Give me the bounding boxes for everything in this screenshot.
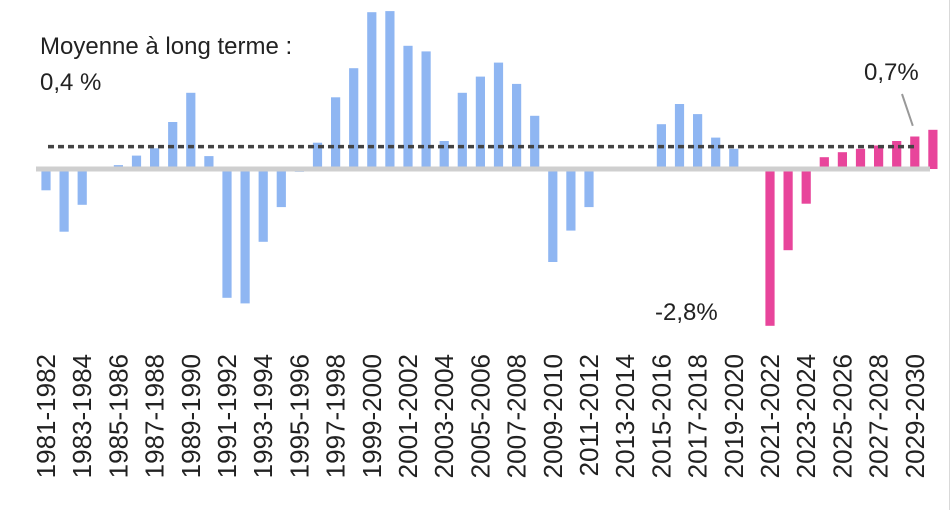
bar-1989: [186, 92, 196, 169]
x-tick-label: 1991-1992: [212, 354, 242, 478]
x-tick-label: 1999-2000: [357, 354, 387, 478]
x-tick-label: 2015-2016: [646, 354, 676, 478]
average-label-line1: Moyenne à long terme :: [40, 33, 292, 60]
x-tick-label: 2013-2014: [610, 354, 640, 478]
bar-1981: [41, 169, 51, 191]
bar-1992: [240, 169, 250, 304]
bar-1993: [258, 169, 268, 242]
x-tick-label: 1981-1982: [31, 354, 61, 478]
bar-2025: [837, 152, 847, 169]
bar-2006: [493, 62, 504, 169]
x-tick-label: 2029-2030: [900, 354, 930, 478]
x-tick-label: 1993-1994: [248, 354, 278, 478]
bar-2001: [403, 45, 413, 169]
bar-1987: [150, 148, 160, 169]
x-tick-label: 2001-2002: [393, 354, 423, 478]
bar-1986: [131, 155, 142, 169]
bar-2003: [439, 141, 449, 169]
x-tick-label: 2021-2022: [755, 354, 785, 478]
x-tick-label: 2017-2018: [683, 354, 713, 478]
bar-2021: [765, 169, 775, 326]
x-tick-label: 2023-2024: [791, 354, 821, 478]
bar-2004: [457, 92, 467, 169]
bar-1999: [367, 12, 377, 170]
bar-2017: [693, 114, 703, 169]
bar-1982: [59, 169, 69, 232]
bar-1991: [222, 169, 232, 298]
x-tick-label: 1995-1996: [284, 354, 314, 478]
bar-2018: [711, 137, 721, 169]
bar-2028: [892, 141, 902, 169]
x-tick-label: 2003-2004: [429, 354, 459, 478]
annotation-last-value: 0,7%: [864, 59, 919, 86]
x-tick-label: 2009-2010: [538, 354, 568, 478]
x-tick-label: 2025-2026: [827, 354, 857, 478]
x-tick-label: 1989-1990: [176, 354, 206, 478]
bar-2030: [928, 129, 938, 169]
annotation-leader-line: [901, 93, 914, 127]
bars-group: [41, 11, 938, 326]
bar-1997: [331, 97, 341, 169]
bar-2029: [910, 136, 920, 169]
bar-2019: [729, 148, 739, 169]
x-tick-label: 1987-1988: [140, 354, 170, 478]
x-tick-label: 2027-2028: [864, 354, 894, 478]
average-label-line2: 0,4 %: [40, 69, 101, 96]
bar-2016: [674, 104, 685, 169]
bar-1990: [204, 156, 214, 169]
bar-1998: [349, 68, 359, 169]
bar-2002: [421, 51, 431, 169]
bar-2023: [801, 169, 811, 204]
x-tick-label: 2011-2012: [574, 354, 604, 476]
bar-2011: [584, 169, 594, 208]
x-tick-label: 1985-1986: [103, 354, 133, 478]
bar-2022: [783, 169, 793, 251]
x-tick-label: 2005-2006: [465, 354, 495, 478]
x-tick-label: 1997-1998: [321, 354, 351, 478]
bar-2008: [530, 115, 540, 169]
bar-1994: [276, 169, 286, 208]
bar-1983: [77, 169, 87, 205]
x-tick-label: 1983-1984: [67, 354, 97, 478]
x-tick-labels: 1981-1982 1983-1984 1985-1986 1987-1988 1989…: [31, 354, 930, 478]
bar-2009: [548, 169, 558, 262]
bar-2027: [874, 145, 884, 169]
bar-2010: [566, 169, 576, 231]
bar-2024: [819, 157, 829, 169]
x-tick-label: 2019-2020: [719, 354, 749, 478]
x-tick-label: 2007-2008: [502, 354, 532, 478]
bar-2000: [385, 11, 395, 169]
annotation-min-value: -2,8%: [655, 299, 718, 326]
bar-2005: [475, 76, 485, 169]
bar-1996: [312, 142, 323, 169]
bar-2026: [855, 148, 866, 169]
bar-2007: [512, 83, 522, 169]
